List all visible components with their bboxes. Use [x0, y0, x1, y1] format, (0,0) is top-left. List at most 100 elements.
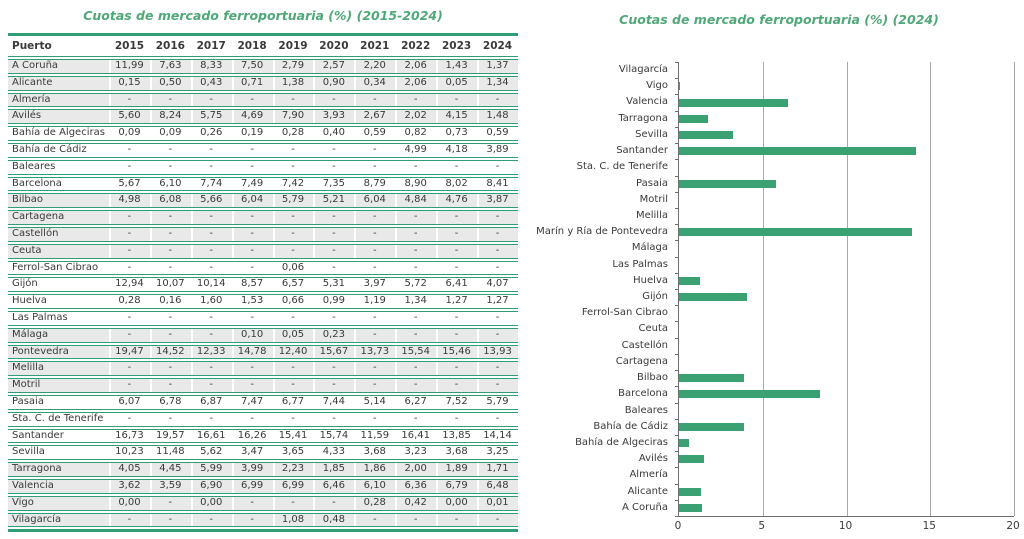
value-cell: -: [436, 310, 478, 326]
value-cell: -: [477, 92, 518, 108]
value-cell: -: [477, 159, 518, 175]
value-cell: 13,73: [354, 344, 396, 360]
y-axis-label: Motril: [639, 193, 668, 205]
value-cell: 1,85: [313, 462, 355, 477]
value-cell: 7,49: [231, 176, 273, 192]
value-cell: -: [354, 159, 396, 175]
value-cell: -: [149, 260, 191, 276]
bar: [679, 455, 704, 464]
value-cell: -: [436, 210, 478, 225]
y-axis-tick: [675, 272, 679, 274]
value-cell: 5,62: [190, 445, 232, 461]
value-cell: 16,41: [395, 428, 437, 444]
value-cell: 0,01: [477, 495, 518, 511]
value-cell: 5,66: [190, 193, 232, 209]
value-cell: 7,47: [231, 394, 273, 410]
x-tick-label: 10: [838, 520, 853, 532]
value-cell: 14,52: [149, 344, 191, 360]
value-cell: 1,43: [436, 59, 478, 74]
bar-chart-plot-area: [675, 62, 1015, 517]
value-cell: 5,75: [190, 109, 232, 125]
y-axis-tick: [675, 110, 679, 112]
value-cell: 0,43: [190, 75, 232, 91]
y-axis-label: Las Palmas: [612, 258, 668, 270]
value-cell: -: [313, 243, 355, 259]
value-cell: -: [231, 260, 273, 276]
value-cell: -: [231, 411, 273, 427]
gridline: [762, 62, 764, 516]
value-cell: 0,71: [231, 75, 273, 91]
gridline: [846, 62, 848, 516]
y-axis-tick: [675, 499, 679, 501]
value-cell: 3,23: [395, 445, 437, 461]
y-axis-label: Ceuta: [638, 323, 668, 335]
value-cell: 3,87: [477, 193, 518, 209]
bar: [679, 503, 702, 512]
value-cell: -: [109, 243, 150, 259]
gridline: [1014, 62, 1015, 516]
value-cell: -: [313, 361, 355, 377]
value-cell: 1,48: [477, 109, 518, 125]
value-cell: 6,87: [190, 394, 232, 410]
value-cell: 1,27: [436, 294, 478, 309]
value-cell: 2,00: [395, 462, 437, 477]
value-cell: 7,74: [190, 176, 232, 192]
value-cell: 0,05: [436, 75, 478, 91]
value-cell: 11,48: [149, 445, 191, 461]
value-cell: -: [190, 411, 232, 427]
y-axis-label: A Coruña: [621, 501, 668, 513]
value-cell: -: [354, 142, 396, 158]
value-cell: 8,90: [395, 176, 437, 192]
value-cell: 4,98: [109, 193, 150, 209]
port-name-cell: Pontevedra: [8, 344, 109, 360]
y-axis-tick: [675, 159, 679, 161]
port-name-cell: Almería: [8, 92, 109, 108]
value-cell: -: [190, 159, 232, 175]
value-cell: -: [395, 411, 437, 427]
y-axis-label: Almería: [629, 469, 668, 481]
bar: [679, 293, 748, 302]
value-cell: -: [354, 512, 396, 528]
value-cell: 1,60: [190, 294, 232, 309]
y-axis-tick: [675, 224, 679, 226]
value-cell: -: [190, 243, 232, 259]
value-cell: -: [477, 310, 518, 326]
value-cell: -: [436, 92, 478, 108]
y-axis-label: Avilés: [638, 453, 668, 465]
value-cell: -: [190, 142, 232, 158]
value-cell: 6,41: [436, 277, 478, 293]
value-cell: 0,00: [109, 495, 150, 511]
y-axis-tick: [675, 321, 679, 323]
value-cell: -: [395, 226, 437, 242]
value-cell: 4,33: [313, 445, 355, 461]
bar: [679, 228, 913, 237]
value-cell: 6,78: [149, 394, 191, 410]
value-cell: 4,15: [436, 109, 478, 125]
value-cell: -: [272, 411, 314, 427]
column-header: 2016: [149, 33, 191, 57]
value-cell: -: [149, 310, 191, 326]
table-row: Vilagarcía - - - -1,08 0,48- - - -: [8, 512, 518, 528]
x-tick-label: 5: [758, 520, 766, 532]
market-share-table: Puerto 2015 2016 2017 2018 2019 2020 2021 2022 20…: [8, 31, 518, 533]
value-cell: 0,82: [395, 126, 437, 141]
value-cell: 11,59: [354, 428, 396, 444]
table-row: Sta. C. de Tenerife - - - - - - - - - -: [8, 411, 518, 427]
value-cell: -: [313, 310, 355, 326]
port-name-cell: Ceuta: [8, 243, 109, 259]
value-cell: 2,06: [395, 59, 437, 74]
value-cell: -: [272, 159, 314, 175]
y-axis-tick: [675, 256, 679, 258]
value-cell: 0,15: [109, 75, 150, 91]
table-body: A Coruña 11,99 7,63 8,33 7,50 2,79 2,57 2,20 2,0…: [8, 59, 518, 528]
y-axis-tick: [675, 305, 679, 307]
port-name-cell: Avilés: [8, 109, 109, 125]
y-axis-tick: [675, 386, 679, 388]
value-cell: -: [109, 361, 150, 377]
value-cell: 7,42: [272, 176, 314, 192]
value-cell: 4,76: [436, 193, 478, 209]
value-cell: 3,65: [272, 445, 314, 461]
port-name-cell: Pasaia: [8, 394, 109, 410]
table-row: Sevilla 10,23 11,48 5,62 3,47 3,65 4,33 3,68 3,2…: [8, 445, 518, 461]
value-cell: -: [109, 226, 150, 242]
